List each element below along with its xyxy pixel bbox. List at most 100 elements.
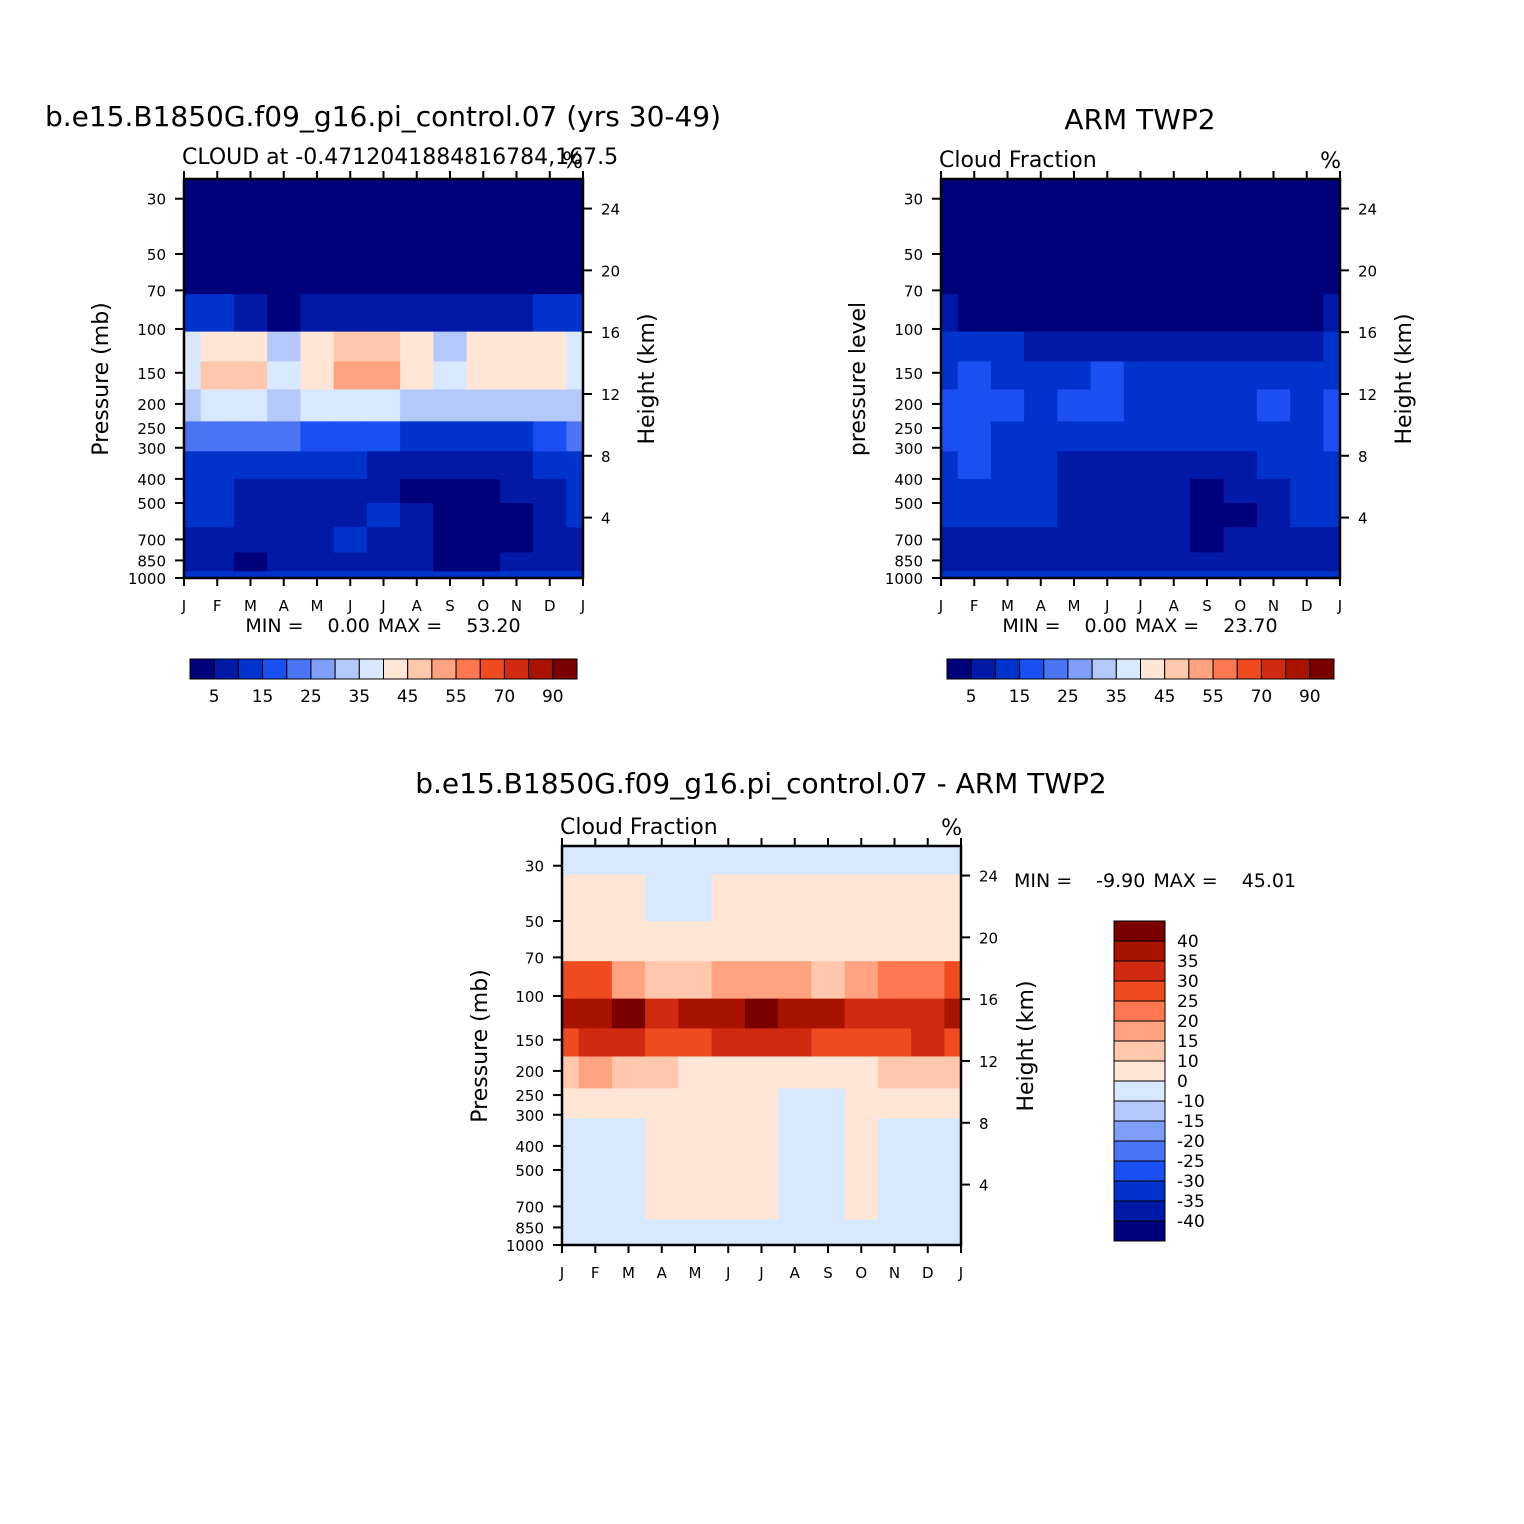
colorbar-swatch	[1113, 940, 1166, 962]
heat-cell	[645, 961, 679, 1000]
heat-cell	[1223, 421, 1258, 452]
heat-cell	[944, 874, 962, 922]
heat-cell	[1024, 389, 1058, 422]
colorbar-label: -20	[1177, 1132, 1205, 1152]
y-tick-label: 200	[515, 1063, 544, 1081]
heat-cell	[499, 552, 534, 572]
heat-cell	[1090, 207, 1125, 255]
heat-cell	[433, 294, 468, 333]
heat-cell	[778, 998, 812, 1030]
y-tick-label: 400	[515, 1138, 544, 1156]
heat-cell	[877, 874, 912, 922]
heat-cell	[645, 1056, 679, 1089]
y2-tick-label: 24	[1358, 201, 1377, 219]
heat-cell	[300, 361, 335, 391]
panel-diff-min-max: MIN = -9.90 MAX = 45.01	[1014, 870, 1296, 892]
heat-cell	[611, 1219, 646, 1239]
heat-cell	[744, 1194, 779, 1221]
heat-cell	[366, 451, 401, 480]
heat-cell	[990, 179, 1025, 208]
heat-cell	[200, 571, 235, 579]
heat-cell	[811, 1238, 846, 1246]
heat-cell	[1057, 179, 1092, 208]
heat-cell	[333, 527, 368, 554]
heat-cell	[611, 1088, 646, 1119]
heat-cell	[466, 552, 501, 572]
heat-cell	[578, 920, 613, 962]
colorbar-swatch	[552, 658, 578, 680]
y-tick-label: 250	[894, 420, 923, 438]
heat-cell	[877, 920, 912, 962]
y-tick-label: 850	[515, 1219, 544, 1237]
heat-cell	[944, 1028, 962, 1058]
heat-cell	[944, 1145, 962, 1171]
colorbar-swatch	[1113, 1060, 1166, 1082]
heat-cell	[611, 1170, 646, 1195]
heat-cell	[533, 552, 567, 572]
heat-cell	[711, 1170, 746, 1195]
heat-cell	[778, 920, 812, 962]
heat-cell	[678, 874, 713, 922]
heat-cell	[566, 253, 584, 295]
heat-cell	[957, 361, 992, 391]
heat-cell	[1190, 571, 1225, 579]
heat-cell	[941, 552, 959, 572]
colorbar-label: 70	[1251, 687, 1273, 707]
heat-cell	[184, 361, 202, 391]
x-tick-label: M	[1001, 597, 1014, 615]
colorbar-swatch	[262, 658, 288, 680]
heat-cell	[533, 179, 567, 208]
panel-diff-ylabel: Pressure (mb)	[468, 969, 493, 1123]
heat-cell	[1123, 361, 1158, 391]
heat-cell	[1024, 503, 1058, 528]
heat-cell	[744, 920, 779, 962]
heat-cell	[1024, 571, 1058, 579]
heat-cell	[957, 571, 992, 579]
heat-cell	[466, 421, 501, 452]
heat-cell	[944, 1088, 962, 1119]
heat-cell	[944, 1238, 962, 1246]
heat-cell	[990, 207, 1025, 255]
x-tick-label: J	[580, 597, 585, 615]
colorbar-swatch	[431, 658, 457, 680]
heat-cell	[1290, 331, 1324, 363]
heat-cell	[877, 1194, 912, 1221]
heat-cell	[1157, 451, 1191, 480]
heat-cell	[911, 1219, 945, 1239]
heat-cell	[1157, 552, 1191, 572]
heat-cell	[1290, 361, 1324, 391]
heat-cell	[1323, 253, 1341, 295]
heat-cell	[184, 207, 202, 255]
heat-cell	[1090, 361, 1125, 391]
heat-cell	[1090, 552, 1125, 572]
heat-cell	[267, 421, 301, 452]
heat-cell	[1157, 503, 1191, 528]
heat-cell	[1024, 331, 1058, 363]
heat-cell	[611, 1238, 646, 1246]
heat-cell	[184, 552, 202, 572]
heat-cell	[200, 207, 235, 255]
heat-cell	[645, 920, 679, 962]
heat-cell	[811, 1028, 846, 1058]
heat-cell	[1057, 207, 1092, 255]
heat-cell	[366, 552, 401, 572]
heat-cell	[944, 920, 962, 962]
colorbar-swatch	[1067, 658, 1093, 680]
heat-cell	[400, 361, 434, 391]
colorbar-label: 90	[1299, 687, 1321, 707]
y2-tick-label: 24	[601, 201, 620, 219]
y-tick-label: 70	[147, 282, 166, 300]
heat-cell	[744, 846, 779, 875]
colorbar-label: 45	[397, 687, 419, 707]
y-tick-label: 1000	[506, 1237, 544, 1255]
heat-cell	[562, 874, 580, 922]
heat-cell	[711, 1219, 746, 1239]
heat-cell	[844, 1145, 879, 1171]
heat-cell	[1057, 527, 1092, 554]
heat-cell	[778, 1145, 812, 1171]
heat-cell	[1057, 361, 1092, 391]
heat-cell	[957, 503, 992, 528]
heat-cell	[578, 1238, 613, 1246]
heat-cell	[400, 389, 434, 422]
heat-cell	[562, 920, 580, 962]
